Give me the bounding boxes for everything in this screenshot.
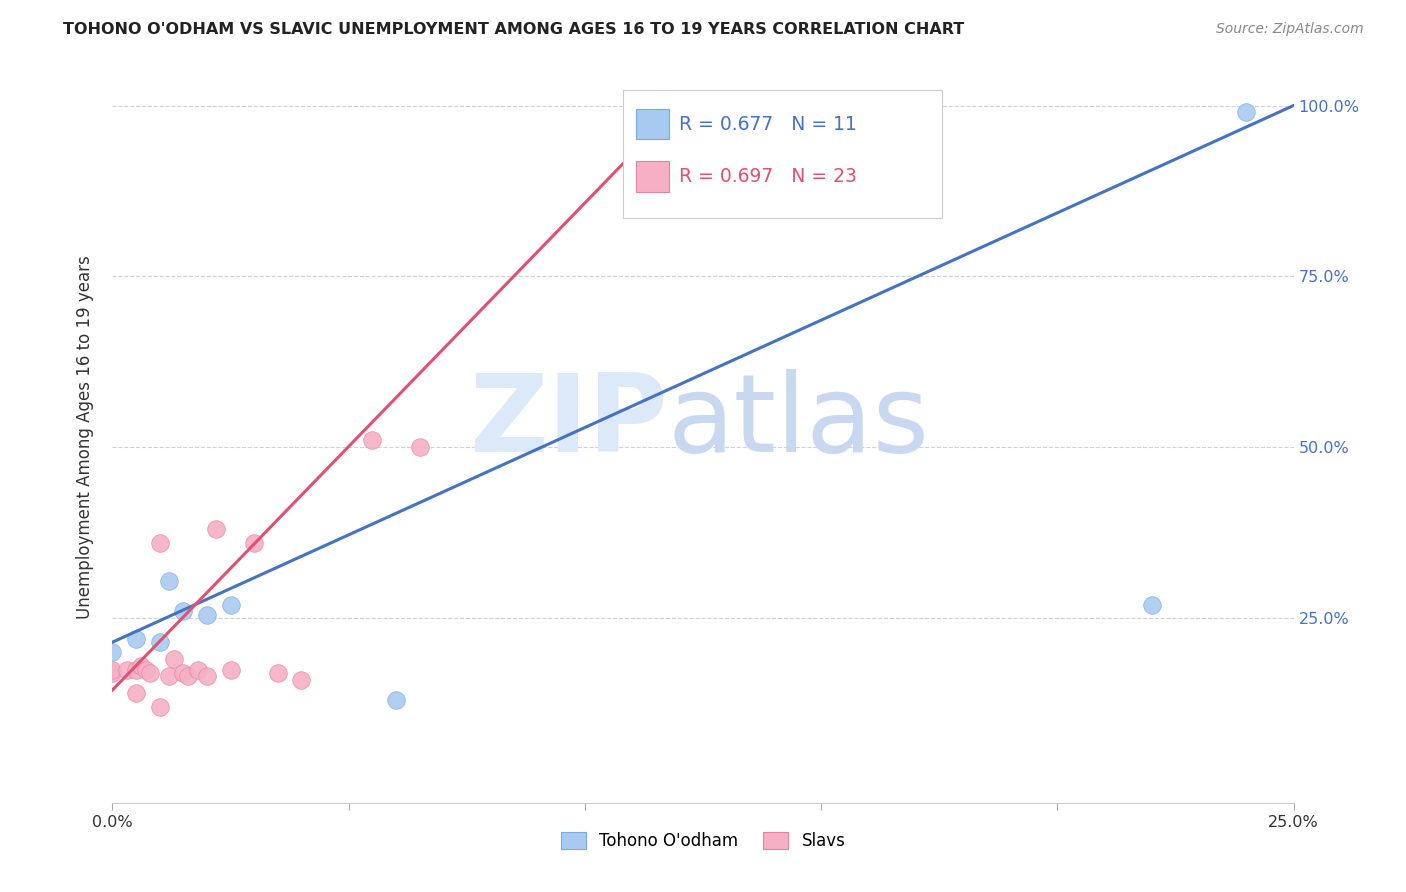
FancyBboxPatch shape (636, 109, 669, 139)
Text: Source: ZipAtlas.com: Source: ZipAtlas.com (1216, 22, 1364, 37)
Legend: Tohono O'odham, Slavs: Tohono O'odham, Slavs (554, 825, 852, 856)
Point (101, 645, 124, 659)
Point (1234, 105, 1257, 120)
Y-axis label: Unemployment Among Ages 16 to 19 years: Unemployment Among Ages 16 to 19 years (76, 255, 94, 619)
Point (115, 663, 138, 677)
Point (101, 665, 124, 680)
Point (219, 598, 242, 612)
Point (125, 663, 148, 677)
Point (195, 607, 218, 622)
Text: atlas: atlas (668, 369, 929, 475)
Point (385, 693, 408, 707)
Point (290, 673, 312, 687)
FancyBboxPatch shape (636, 161, 669, 192)
Text: ZIP: ZIP (470, 369, 668, 475)
Point (186, 663, 208, 677)
Point (177, 669, 200, 683)
Point (762, 105, 785, 120)
Point (163, 652, 186, 666)
Point (195, 669, 218, 683)
Text: R = 0.677   N = 11: R = 0.677 N = 11 (679, 114, 858, 134)
Point (149, 700, 172, 714)
Point (157, 669, 180, 683)
Point (243, 536, 266, 550)
Point (205, 522, 228, 536)
Point (267, 665, 290, 680)
Point (157, 574, 180, 588)
Point (172, 665, 194, 680)
Point (125, 686, 148, 700)
Point (1140, 598, 1163, 612)
Point (129, 659, 152, 673)
FancyBboxPatch shape (623, 89, 942, 218)
Point (101, 663, 124, 677)
Point (172, 604, 194, 618)
Point (139, 665, 162, 680)
Text: R = 0.697   N = 23: R = 0.697 N = 23 (679, 167, 858, 186)
Point (361, 434, 384, 448)
Text: TOHONO O'ODHAM VS SLAVIC UNEMPLOYMENT AMONG AGES 16 TO 19 YEARS CORRELATION CHAR: TOHONO O'ODHAM VS SLAVIC UNEMPLOYMENT AM… (63, 22, 965, 37)
Point (149, 536, 172, 550)
Point (125, 632, 148, 646)
Point (408, 440, 430, 454)
Point (219, 663, 242, 677)
Point (149, 635, 172, 649)
Point (135, 663, 157, 677)
